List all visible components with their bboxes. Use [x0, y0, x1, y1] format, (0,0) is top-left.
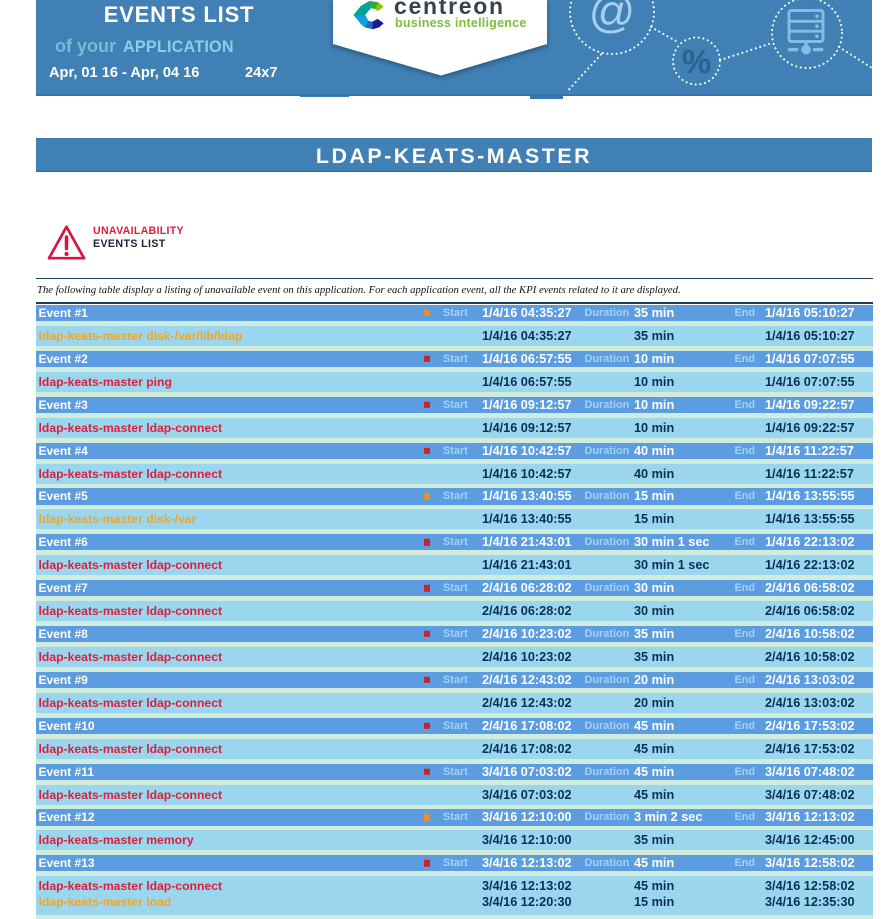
svg-text:%: % [682, 43, 711, 80]
svg-text:@: @ [589, 0, 636, 37]
